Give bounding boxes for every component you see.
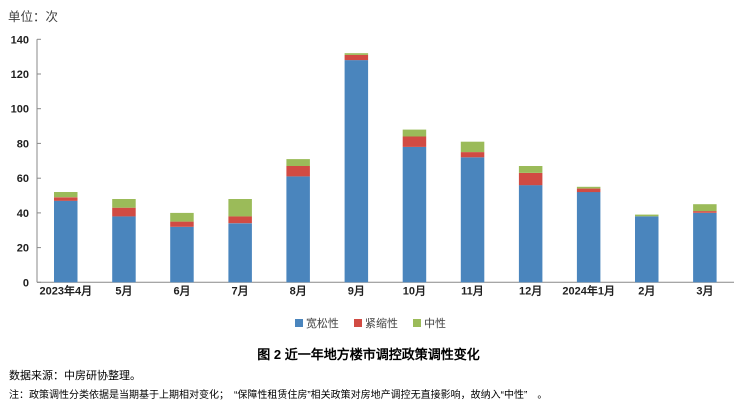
svg-text:6月: 6月 [173, 284, 190, 297]
svg-text:9月: 9月 [348, 284, 365, 297]
svg-text:40: 40 [17, 208, 29, 220]
svg-text:3月: 3月 [696, 284, 713, 297]
svg-text:2024年1月: 2024年1月 [562, 283, 615, 297]
svg-text:2月: 2月 [638, 284, 655, 297]
svg-text:80: 80 [17, 138, 29, 150]
svg-text:7月: 7月 [232, 284, 249, 297]
svg-text:11月: 11月 [461, 284, 484, 297]
svg-text:120: 120 [11, 69, 29, 81]
svg-text:140: 140 [11, 34, 29, 46]
svg-text:12月: 12月 [519, 284, 542, 297]
svg-text:0: 0 [23, 277, 29, 289]
svg-text:2023年4月: 2023年4月 [40, 283, 93, 297]
svg-text:8月: 8月 [290, 284, 307, 297]
svg-text:100: 100 [11, 104, 29, 116]
svg-text:60: 60 [17, 173, 29, 185]
svg-text:5月: 5月 [115, 284, 132, 297]
svg-text:20: 20 [17, 243, 29, 255]
svg-text:10月: 10月 [403, 284, 426, 297]
